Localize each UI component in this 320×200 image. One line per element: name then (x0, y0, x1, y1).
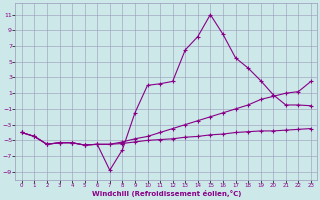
X-axis label: Windchill (Refroidissement éolien,°C): Windchill (Refroidissement éolien,°C) (92, 190, 241, 197)
